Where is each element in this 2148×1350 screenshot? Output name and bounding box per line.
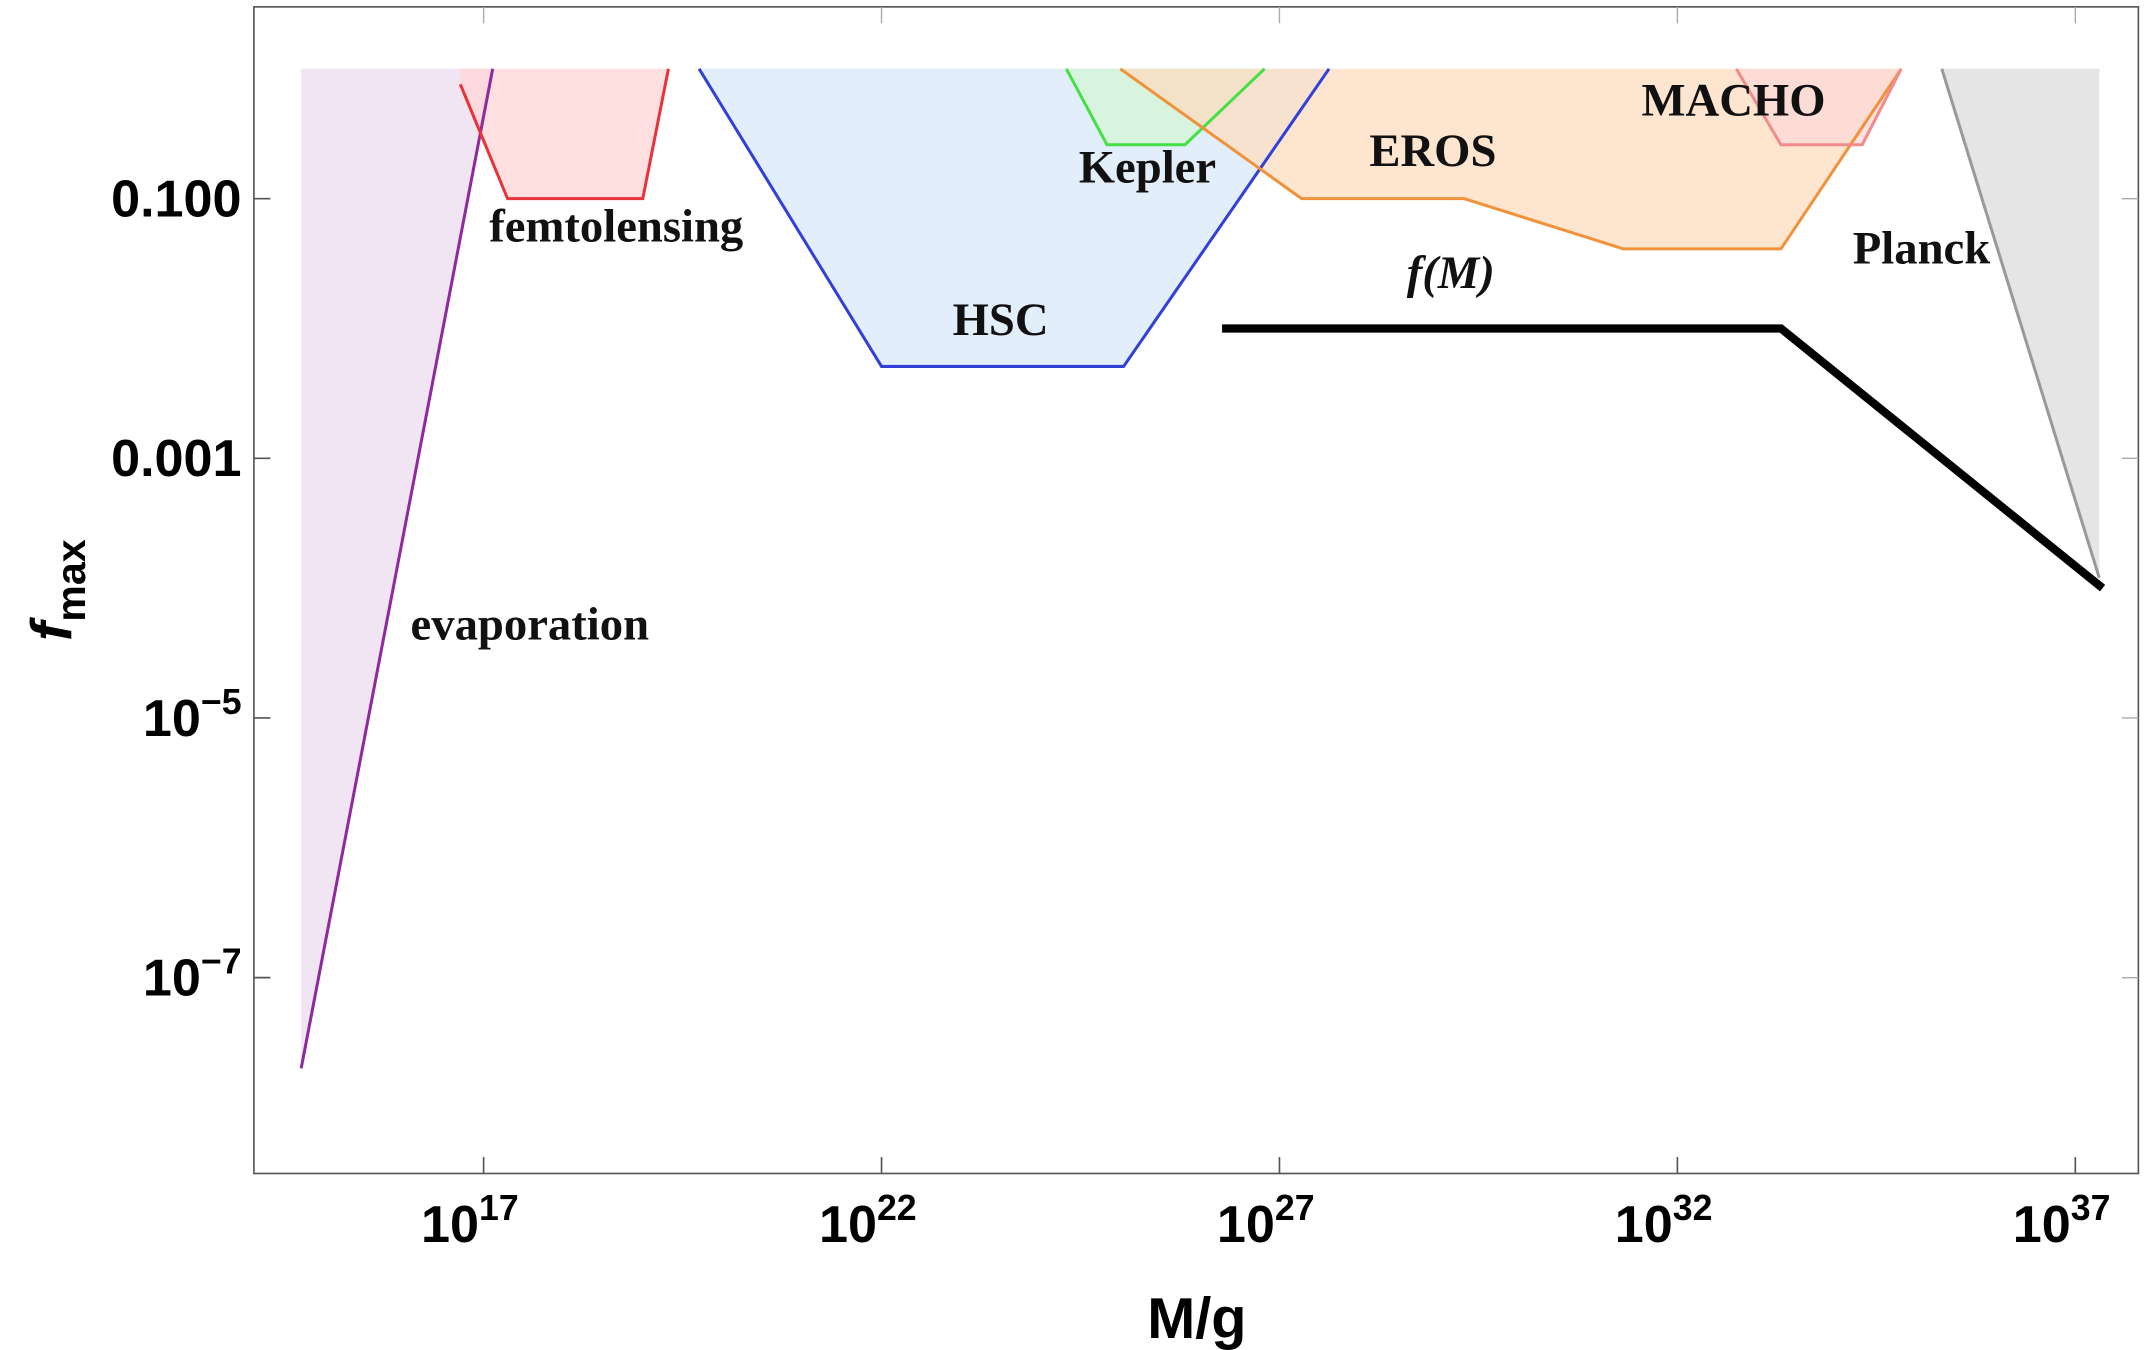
x-tick-exponent: 32: [1673, 1188, 1713, 1228]
x-tick-base: 10: [421, 1196, 479, 1254]
series-label: femtolensing: [489, 201, 743, 253]
x-tick-label: 1022: [819, 1188, 917, 1254]
x-tick-label: 1037: [2013, 1188, 2111, 1254]
y-tick-base: 0.100: [111, 170, 241, 228]
region-fill: [460, 68, 669, 199]
x-tick-exponent: 37: [2071, 1188, 2111, 1228]
constraint-line: [299, 68, 495, 1069]
y-tick-label: 10−7: [143, 942, 242, 1008]
constraint-line: [697, 67, 1331, 368]
y-tick-base: 10: [143, 949, 201, 1007]
x-tick-label: 1027: [1217, 1188, 1315, 1254]
region-fill: [1736, 68, 1902, 145]
region-fill: [301, 68, 493, 1069]
x-tick-base: 10: [2013, 1196, 2071, 1254]
y-tick-label: 10−5: [143, 682, 242, 748]
series-label: evaporation: [411, 599, 650, 651]
function-line: [1222, 324, 2106, 592]
lines: [299, 67, 2106, 1069]
y-axis-label-main: f: [20, 617, 84, 641]
series-label: Planck: [1853, 223, 1990, 275]
constraint-line: [1119, 67, 1903, 251]
x-tick-exponent: 22: [877, 1188, 917, 1228]
y-tick-base: 10: [143, 690, 201, 748]
constraint-line: [1065, 67, 1266, 147]
constraint-line: [458, 68, 670, 201]
y-axis-label-sub: max: [48, 539, 94, 621]
x-axis-label: M/g: [1147, 1287, 1246, 1350]
constraint-line: [1940, 68, 2101, 579]
x-tick-exponent: 17: [479, 1188, 519, 1228]
series-label: Kepler: [1079, 142, 1216, 194]
constraint-line: [1735, 68, 1903, 147]
y-tick-exponent: −5: [201, 682, 242, 722]
y-axis-label: fmax: [20, 539, 94, 641]
y-axis-label-group: fmax: [20, 539, 94, 641]
series-label: f(M): [1407, 247, 1495, 299]
x-tick-exponent: 27: [1275, 1188, 1315, 1228]
region-fill: [1120, 68, 1902, 249]
series-label: MACHO: [1641, 74, 1825, 126]
y-tick-base: 0.001: [111, 430, 241, 488]
x-tick-label: 1032: [1615, 1188, 1713, 1254]
x-tick-base: 10: [1217, 1196, 1275, 1254]
series-label: HSC: [953, 294, 1049, 346]
x-tick-base: 10: [1615, 1196, 1673, 1254]
y-tick-label: 0.100: [111, 170, 241, 228]
region-fill: [1941, 68, 2100, 578]
y-tick-exponent: −7: [201, 942, 242, 982]
regions: [301, 68, 2100, 1069]
y-tick-label: 0.001: [111, 430, 241, 488]
series-label: EROS: [1369, 125, 1496, 177]
x-tick-label: 1017: [421, 1188, 519, 1254]
x-tick-base: 10: [819, 1196, 877, 1254]
